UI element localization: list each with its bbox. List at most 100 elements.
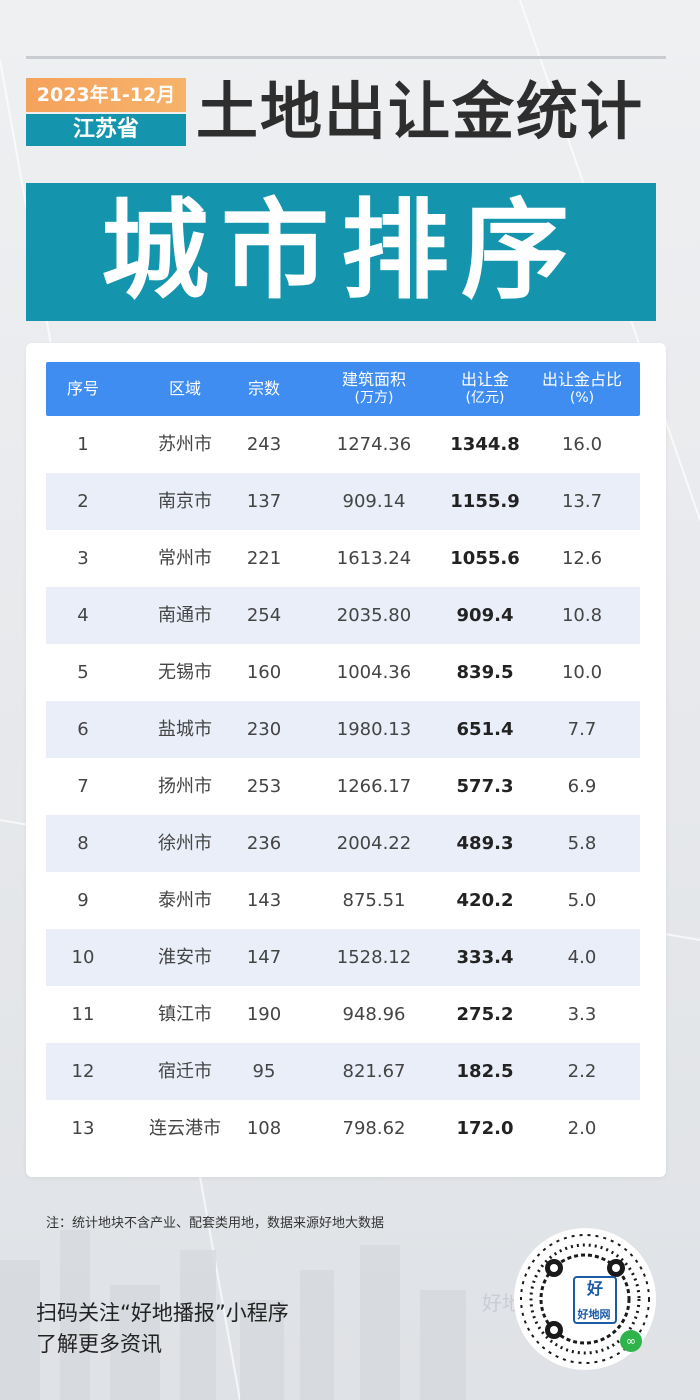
qr-pattern-icon [520,1234,650,1364]
wechat-miniprogram-icon: ∞ [620,1330,642,1352]
header-revenue-unit: (亿元) [465,390,505,406]
footnote: 注：统计地块不含产业、配套类用地，数据来源好地大数据 [46,1216,385,1231]
share-cell: 6.9 [567,776,597,797]
count-cell: 137 [246,491,282,512]
count-cell: 236 [246,833,282,854]
footer-more-info-text: 了解更多资讯 [36,1332,162,1356]
area-cell: 1980.13 [336,719,412,740]
brand-logo-text: 好地网 [577,1308,611,1321]
count-cell: 243 [246,434,282,455]
brand-logo-icon: 好 [573,1276,617,1324]
table-header: 序号 区域 宗数 建筑面积 (万方) 出让金 (亿元) 出让金占比 (%) [46,362,640,416]
header-rule [26,56,666,59]
area-cell: 1266.17 [336,776,412,797]
revenue-cell: 839.5 [456,662,514,683]
share-cell: 16.0 [561,434,603,455]
city-cell: 南通市 [158,605,212,626]
rank-cell: 12 [71,1061,95,1082]
rank-cell: 11 [71,1004,95,1025]
count-cell: 160 [246,662,282,683]
header-area-unit: (万方) [354,390,394,406]
revenue-cell: 909.4 [456,605,514,626]
area-cell: 909.14 [342,491,406,512]
header-city: 区域 [120,362,250,416]
area-cell: 1274.36 [336,434,412,455]
table-row: 13 连云港市 108 798.62 172.0 2.0 [46,1100,640,1157]
share-cell: 4.0 [567,947,597,968]
header-count: 宗数 [232,362,296,416]
revenue-cell: 420.2 [456,890,514,911]
header-share-label: 出让金占比 [541,370,622,389]
count-cell: 147 [246,947,282,968]
share-cell: 2.0 [567,1118,597,1139]
revenue-cell: 275.2 [456,1004,514,1025]
page-title: 土地出让金统计 [196,75,645,148]
rank-cell: 9 [77,890,89,911]
count-cell: 190 [246,1004,282,1025]
share-cell: 7.7 [567,719,597,740]
table-row: 3 常州市 221 1613.24 1055.6 12.6 [46,530,640,587]
revenue-cell: 1055.6 [450,548,520,569]
city-cell: 镇江市 [158,1004,212,1025]
header-rank-label: 序号 [66,379,99,398]
city-cell: 盐城市 [158,719,212,740]
city-cell: 宿迁市 [158,1061,212,1082]
count-cell: 253 [246,776,282,797]
area-cell: 1613.24 [336,548,412,569]
area-cell: 798.62 [342,1118,406,1139]
rank-cell: 13 [71,1118,95,1139]
revenue-cell: 1344.8 [450,434,520,455]
footer-follow-text: 扫码关注“好地播报”小程序 [36,1301,289,1325]
revenue-cell: 577.3 [456,776,514,797]
table-row: 9 泰州市 143 875.51 420.2 5.0 [46,872,640,929]
revenue-cell: 1155.9 [450,491,520,512]
header-area-label: 建筑面积 [341,370,406,389]
count-cell: 108 [246,1118,282,1139]
area-cell: 2035.80 [336,605,412,626]
rank-cell: 3 [77,548,89,569]
share-cell: 5.0 [567,890,597,911]
header-revenue: 出让金 (亿元) [426,362,544,416]
city-cell: 南京市 [158,491,212,512]
header-area: 建筑面积 (万方) [308,362,440,416]
header-city-label: 区域 [168,379,201,398]
table-row: 2 南京市 137 909.14 1155.9 13.7 [46,473,640,530]
share-cell: 5.8 [567,833,597,854]
revenue-cell: 489.3 [456,833,514,854]
city-cell: 常州市 [158,548,212,569]
rank-cell: 7 [77,776,89,797]
city-cell: 扬州市 [158,776,212,797]
rank-cell: 1 [77,434,89,455]
revenue-cell: 182.5 [456,1061,514,1082]
count-cell: 230 [246,719,282,740]
header-count-label: 宗数 [247,379,280,398]
rank-cell: 4 [77,605,89,626]
count-cell: 221 [246,548,282,569]
table-row: 4 南通市 254 2035.80 909.4 10.8 [46,587,640,644]
rank-cell: 5 [77,662,89,683]
table-row: 1 苏州市 243 1274.36 1344.8 16.0 [46,416,640,473]
table-row: 8 徐州市 236 2004.22 489.3 5.8 [46,815,640,872]
header-share: 出让金占比 (%) [524,362,640,416]
count-cell: 254 [246,605,282,626]
city-cell: 连云港市 [149,1118,221,1139]
table-row: 6 盐城市 230 1980.13 651.4 7.7 [46,701,640,758]
count-cell: 95 [252,1061,276,1082]
count-cell: 143 [246,890,282,911]
table-row: 5 无锡市 160 1004.36 839.5 10.0 [46,644,640,701]
period-badge: 2023年1-12月 [26,78,186,112]
city-cell: 无锡市 [158,662,212,683]
share-cell: 10.0 [561,662,603,683]
table-row: 11 镇江市 190 948.96 275.2 3.3 [46,986,640,1043]
header-share-unit: (%) [569,390,595,406]
share-cell: 2.2 [567,1061,597,1082]
revenue-cell: 333.4 [456,947,514,968]
revenue-cell: 651.4 [456,719,514,740]
banner: 城市排序 [26,183,656,321]
city-cell: 泰州市 [158,890,212,911]
table-row: 10 淮安市 147 1528.12 333.4 4.0 [46,929,640,986]
share-cell: 13.7 [561,491,603,512]
banner-title: 城市排序 [100,189,581,314]
